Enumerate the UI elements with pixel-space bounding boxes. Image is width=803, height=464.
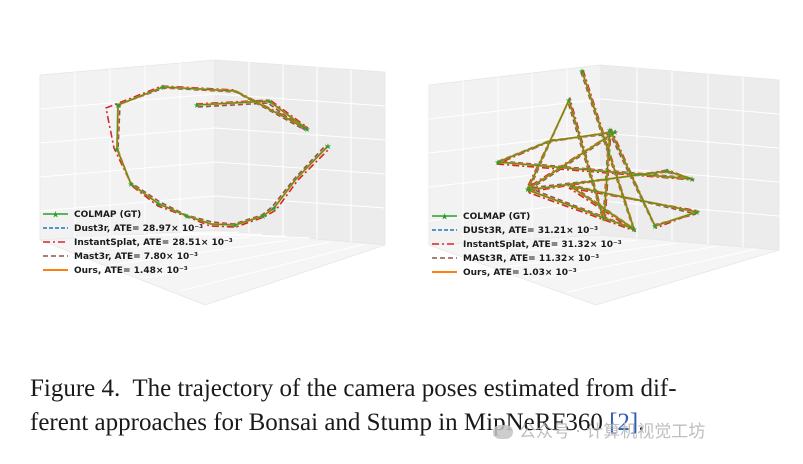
- stump-trajectory-plot: ★ ★ ★ ★ ★ ★ ★ ★ ★ ★ ★ ★ COLMAP (GT) DUSt3R, ATE…: [401, 0, 803, 330]
- caption-label: Figure 4.: [30, 375, 121, 402]
- stump-legend: ★ COLMAP (GT) DUSt3R, ATE= 31.21× 10⁻³ I…: [432, 212, 622, 278]
- svg-text:★: ★: [688, 175, 695, 184]
- svg-text:★: ★: [159, 83, 166, 92]
- svg-text:★: ★: [265, 97, 272, 106]
- legend-label-colmap: COLMAP (GT): [463, 212, 530, 222]
- svg-text:★: ★: [611, 128, 618, 137]
- svg-text:★: ★: [606, 126, 613, 135]
- watermark-text: 公众号 · 计算机视觉工坊: [519, 422, 706, 442]
- svg-text:★: ★: [113, 145, 120, 154]
- svg-text:★: ★: [259, 212, 266, 221]
- bonsai-plot-svg: ★ ★ ★ ★ ★ ★ ★ ★ ★ ★ ★ ★ ★ ★ COLMAP (GT) Dust3r, …: [39, 59, 386, 306]
- legend-label-colmap: COLMAP (GT): [74, 210, 141, 220]
- legend-star-icon: ★: [440, 213, 448, 223]
- svg-text:★: ★: [183, 212, 190, 221]
- caption-end: .: [638, 409, 645, 436]
- legend-label-dust3r: Dust3r, ATE= 28.97× 10⁻³: [74, 224, 203, 234]
- legend-label-instantsplat: InstantSplat, ATE= 31.32× 10⁻³: [463, 240, 622, 250]
- legend-label-ours: Ours, ATE= 1.03× 10⁻³: [463, 268, 577, 278]
- svg-text:★: ★: [565, 96, 572, 105]
- svg-text:★: ★: [693, 208, 700, 217]
- svg-text:★: ★: [231, 221, 238, 230]
- legend-star-icon: ★: [51, 211, 59, 221]
- svg-text:★: ★: [127, 180, 134, 189]
- svg-text:★: ★: [303, 125, 310, 134]
- svg-text:★: ★: [524, 185, 531, 194]
- bonsai-trajectories: [105, 85, 331, 228]
- legend-label-instantsplat: InstantSplat, ATE= 28.51× 10⁻³: [74, 238, 233, 248]
- bonsai-trajectory-plot: ★ ★ ★ ★ ★ ★ ★ ★ ★ ★ ★ ★ ★ ★ COLMAP (GT) Dust3r, …: [0, 0, 402, 330]
- svg-text:★: ★: [270, 204, 277, 213]
- bonsai-gt-markers: ★ ★ ★ ★ ★ ★ ★ ★ ★ ★ ★ ★ ★: [113, 83, 331, 230]
- svg-text:★: ★: [663, 167, 670, 176]
- bonsai-mast3r-line: [117, 87, 327, 225]
- bonsai-3d-axes: [39, 59, 386, 306]
- svg-text:★: ★: [155, 200, 162, 209]
- stump-trajectories: [496, 69, 702, 233]
- bonsai-colmap-line: [116, 86, 329, 226]
- svg-text:★: ★: [651, 222, 658, 231]
- svg-text:★: ★: [114, 101, 121, 110]
- stump-gt-markers: ★★★ ★★★ ★★★ ★★: [494, 67, 700, 234]
- bonsai-instantsplat-line: [105, 85, 331, 228]
- legend-label-ours: Ours, ATE= 1.48× 10⁻³: [74, 266, 188, 276]
- legend-label-mast3r: Mast3r, ATE= 7.80× 10⁻³: [74, 252, 198, 262]
- bonsai-legend: ★ COLMAP (GT) Dust3r, ATE= 28.97× 10⁻³ I…: [43, 210, 233, 276]
- svg-text:★: ★: [324, 142, 331, 151]
- svg-text:★: ★: [630, 225, 637, 234]
- legend-label-dust3r: DUSt3R, ATE= 31.21× 10⁻³: [463, 226, 598, 236]
- svg-text:★: ★: [494, 158, 501, 167]
- stump-plot-svg: ★★★ ★★★ ★★★ ★★ ★ COLMAP (GT) DUSt3R, ATE…: [428, 64, 780, 306]
- legend-label-mast3r: MASt3R, ATE= 11.32× 10⁻³: [463, 254, 599, 264]
- stump-colmap-line: [497, 70, 699, 230]
- watermark: 公众号 · 计算机视觉工坊: [493, 417, 705, 442]
- svg-text:★: ★: [193, 101, 200, 110]
- svg-text:★: ★: [578, 67, 585, 76]
- wechat-icon: [493, 425, 513, 439]
- caption-line-1: The trajectory of the camera poses estim…: [132, 375, 677, 402]
- citation-link[interactable]: [2]: [609, 409, 639, 436]
